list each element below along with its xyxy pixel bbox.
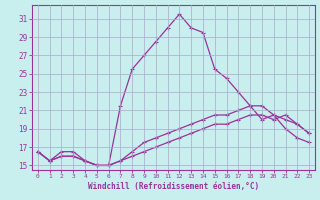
X-axis label: Windchill (Refroidissement éolien,°C): Windchill (Refroidissement éolien,°C) [88,182,259,191]
